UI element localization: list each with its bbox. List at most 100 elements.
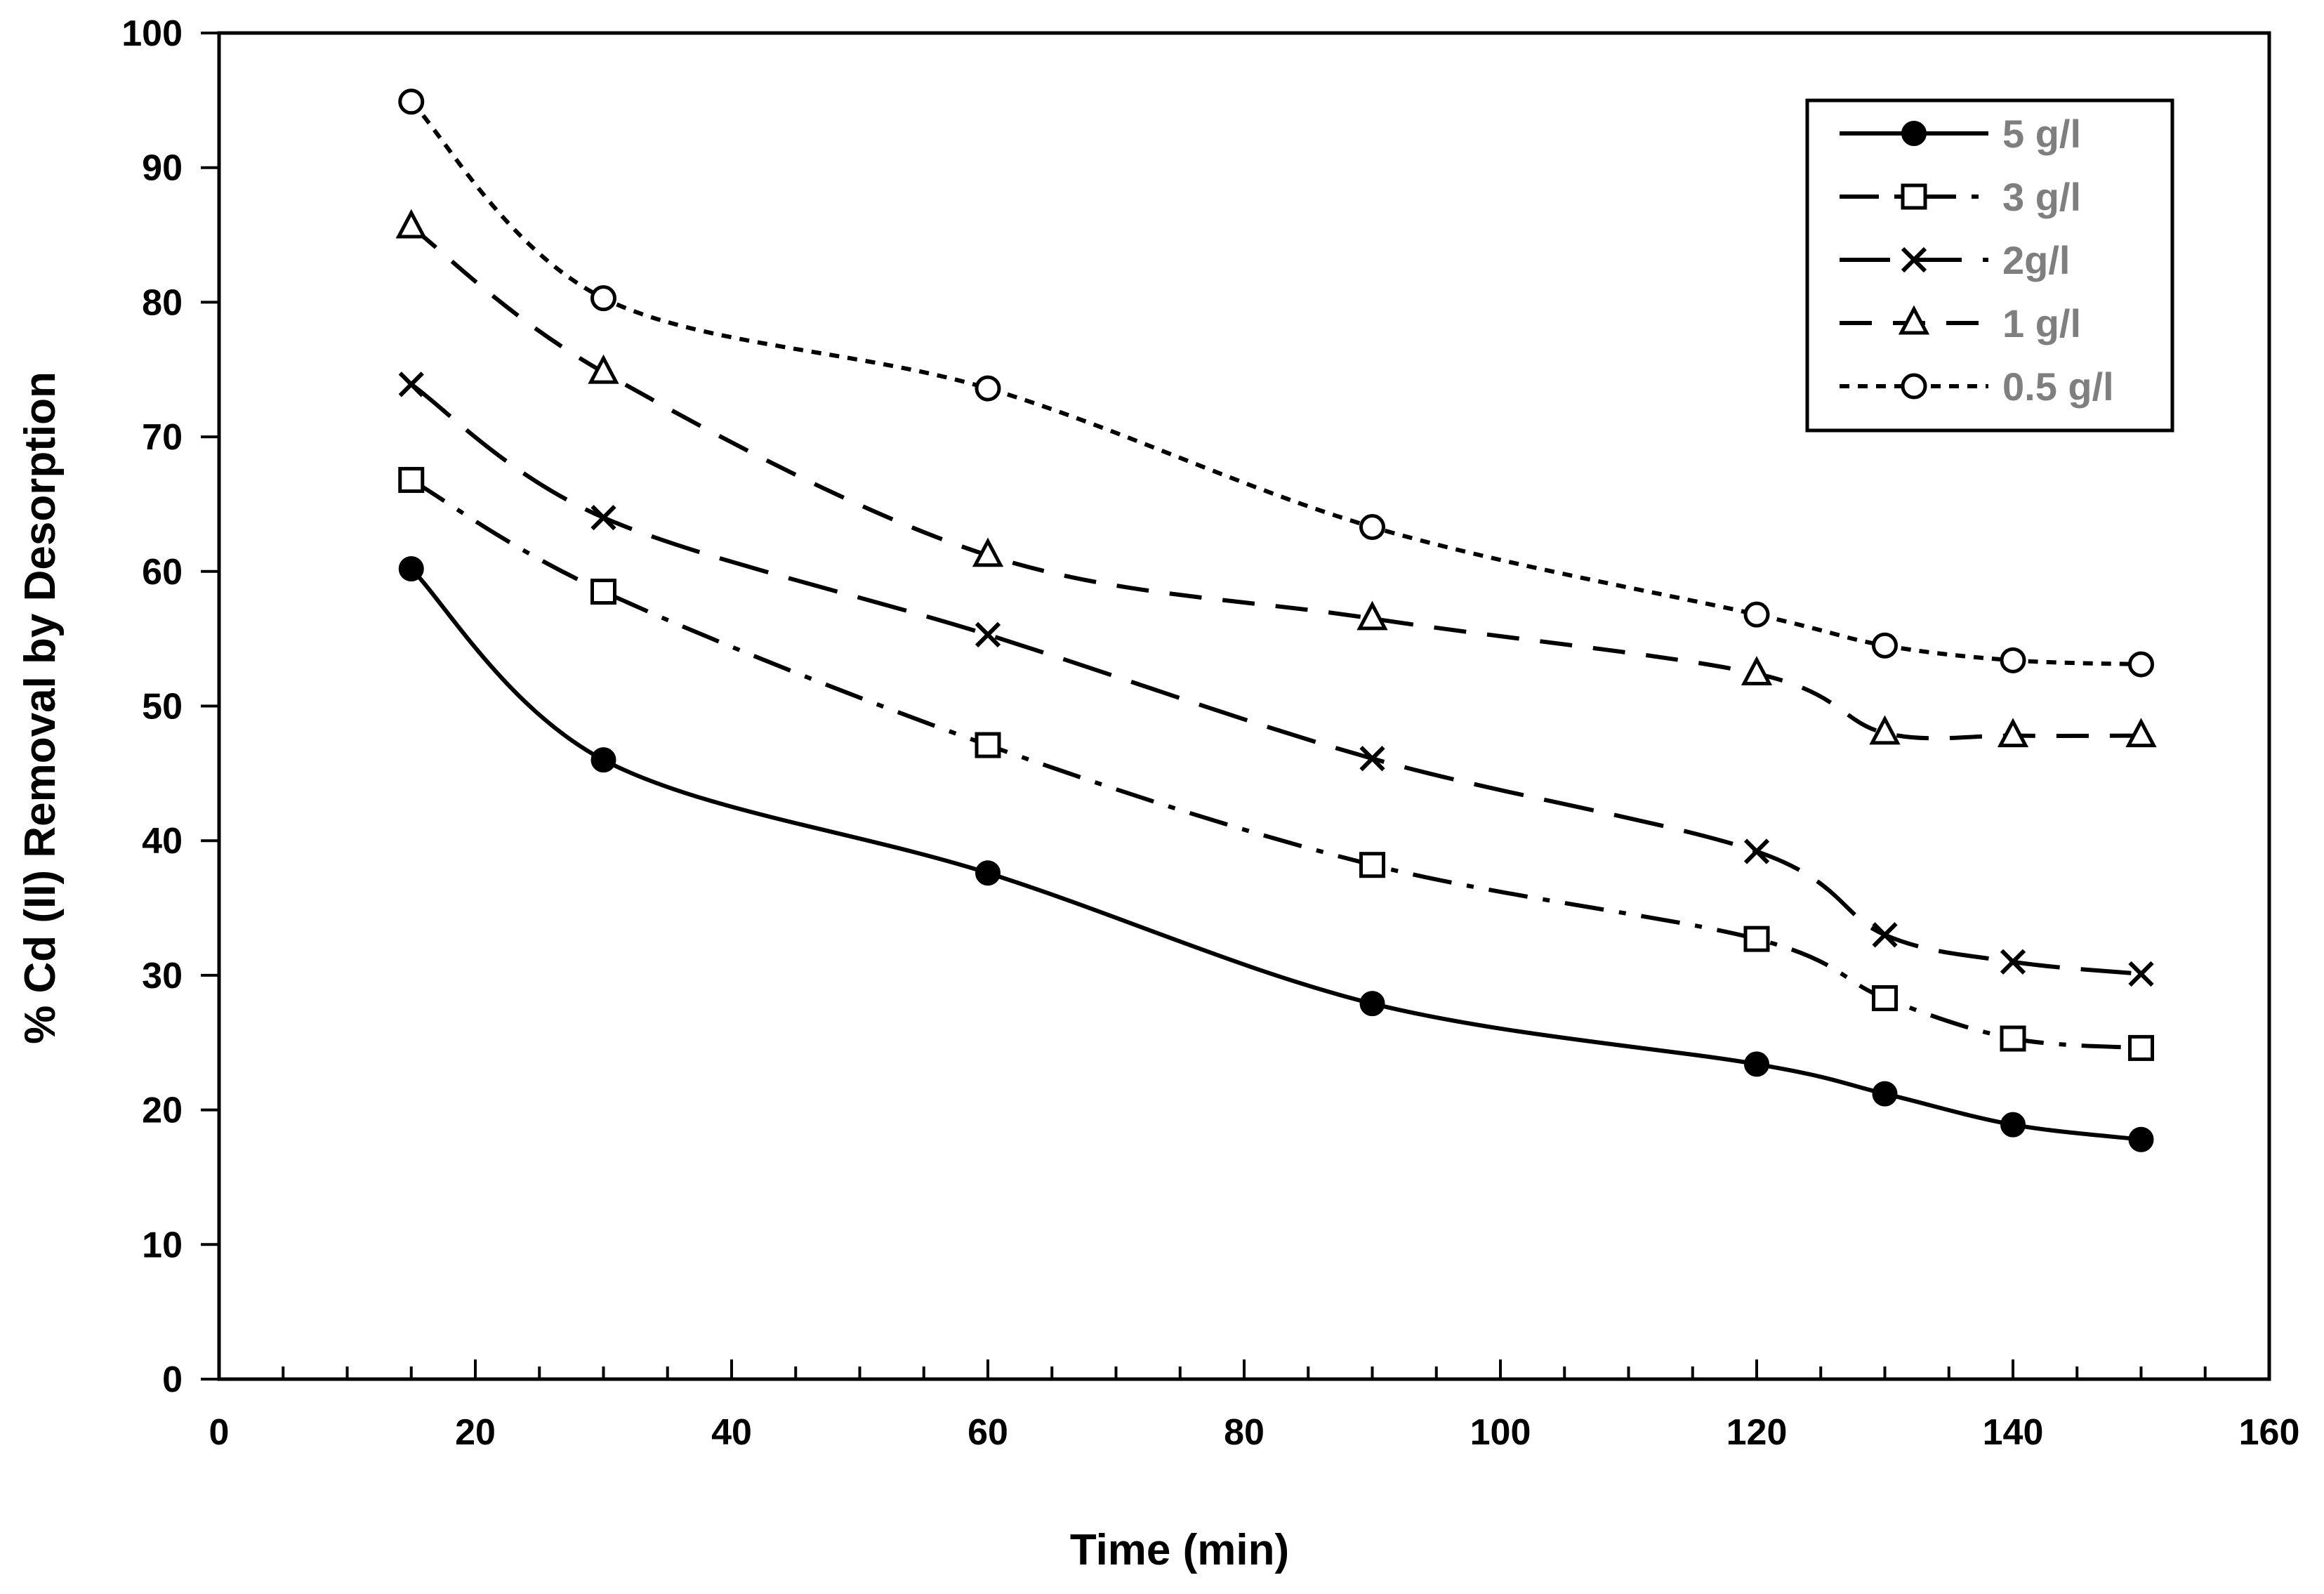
legend-label: 1 g/l bbox=[2002, 301, 2081, 345]
series-3 bbox=[398, 371, 2154, 987]
y-tick-label: 60 bbox=[142, 552, 183, 593]
data-point bbox=[1872, 922, 1898, 948]
data-point bbox=[590, 747, 616, 773]
data-point bbox=[1869, 715, 1901, 745]
cross-stroke bbox=[1359, 746, 1385, 772]
legend: 5 g/l 3 g/l 2g/l 1 g/l 0.5 g/l bbox=[1805, 98, 2174, 433]
cross-stroke bbox=[1743, 838, 1770, 864]
x-tick-label: 20 bbox=[455, 1412, 496, 1453]
legend-label: 5 g/l bbox=[2002, 112, 2081, 156]
legend-label: 3 g/l bbox=[2002, 175, 2081, 219]
legend-item: 2g/l bbox=[1840, 238, 2070, 282]
x-tick-label: 0 bbox=[209, 1412, 230, 1453]
legend-item: 3 g/l bbox=[1840, 175, 2081, 219]
legend-item: 0.5 g/l bbox=[1840, 364, 2114, 409]
x-tick-label: 60 bbox=[968, 1412, 1008, 1453]
data-point bbox=[398, 555, 424, 581]
y-axis-title: % Cd (II) Removal by Desorption bbox=[16, 371, 65, 1044]
x-tick-label: 140 bbox=[1983, 1412, 2044, 1453]
x-axis-title: Time (min) bbox=[1070, 1526, 1289, 1574]
data-point bbox=[1359, 514, 1385, 541]
legend-marker bbox=[1901, 246, 1927, 273]
data-point bbox=[1359, 746, 1385, 772]
cross-stroke bbox=[1872, 922, 1898, 948]
data-point bbox=[2000, 1025, 2026, 1052]
data-point bbox=[1872, 1081, 1898, 1107]
data-point bbox=[972, 537, 1004, 567]
y-tick-label: 10 bbox=[142, 1225, 183, 1265]
data-point bbox=[588, 354, 619, 384]
series-line bbox=[410, 477, 2141, 1050]
legend-marker bbox=[1898, 305, 1930, 335]
cross-stroke bbox=[975, 621, 1001, 648]
cross-stroke bbox=[2128, 961, 2154, 987]
legend-marker bbox=[1901, 121, 1927, 146]
data-point bbox=[590, 504, 616, 531]
series-line bbox=[410, 382, 2141, 976]
data-point bbox=[975, 860, 1001, 886]
series-1 bbox=[398, 555, 2154, 1152]
data-point bbox=[2125, 718, 2157, 748]
data-point bbox=[2128, 651, 2154, 678]
data-point bbox=[2128, 1126, 2154, 1152]
cross-stroke bbox=[2000, 949, 2026, 975]
series-line bbox=[409, 225, 2141, 741]
legend-item: 1 g/l bbox=[1840, 301, 2081, 345]
data-point bbox=[1744, 1051, 1769, 1077]
y-tick-label: 20 bbox=[142, 1091, 183, 1131]
y-tick-label: 40 bbox=[142, 821, 183, 862]
y-axis: 0 10 20 30 40 50 60 70 80 90 100 bbox=[121, 13, 219, 1400]
data-point bbox=[398, 466, 425, 493]
data-point bbox=[590, 285, 616, 312]
data-point bbox=[2000, 1112, 2026, 1138]
data-point bbox=[2128, 1034, 2154, 1061]
data-point bbox=[1872, 984, 1898, 1011]
x-tick-label: 80 bbox=[1224, 1412, 1265, 1453]
x-axis: 0 20 40 60 80 100 120 140 160 bbox=[209, 1359, 2300, 1453]
data-point bbox=[2000, 647, 2026, 673]
data-point bbox=[398, 88, 425, 115]
legend-label: 2g/l bbox=[2002, 238, 2070, 282]
x-tick-label: 40 bbox=[711, 1412, 752, 1453]
data-point bbox=[975, 621, 1001, 648]
legend-box bbox=[1805, 98, 2174, 433]
data-point bbox=[1997, 718, 2029, 748]
x-tick-label: 100 bbox=[1470, 1412, 1531, 1453]
data-point bbox=[975, 375, 1001, 402]
cross-stroke bbox=[1901, 246, 1927, 273]
data-point bbox=[1356, 600, 1388, 631]
y-tick-label: 90 bbox=[142, 148, 183, 189]
x-tick-label: 160 bbox=[2239, 1412, 2300, 1453]
data-point bbox=[1359, 991, 1385, 1017]
series-5 bbox=[398, 88, 2154, 678]
y-tick-label: 80 bbox=[142, 282, 183, 323]
data-point bbox=[590, 579, 616, 605]
data-point bbox=[975, 732, 1001, 758]
series-2 bbox=[398, 466, 2154, 1061]
x-tick-label: 120 bbox=[1727, 1412, 1788, 1453]
cross-stroke bbox=[590, 504, 616, 531]
legend-label: 0.5 g/l bbox=[2002, 364, 2114, 409]
data-point bbox=[2000, 949, 2026, 975]
y-tick-label: 0 bbox=[162, 1359, 183, 1400]
legend-item: 5 g/l bbox=[1840, 112, 2081, 156]
data-point bbox=[1743, 601, 1770, 628]
y-tick-label: 70 bbox=[142, 417, 183, 458]
data-point bbox=[398, 371, 424, 397]
data-point bbox=[2128, 961, 2154, 987]
y-tick-label: 30 bbox=[142, 956, 183, 996]
cross-stroke bbox=[398, 371, 424, 397]
data-point bbox=[1743, 926, 1770, 952]
legend-marker bbox=[1901, 183, 1927, 210]
data-point bbox=[1743, 838, 1770, 864]
series-layer bbox=[395, 88, 2157, 1152]
data-point bbox=[1359, 852, 1385, 878]
legend-marker bbox=[1901, 373, 1927, 400]
data-point bbox=[395, 209, 427, 239]
series-4 bbox=[395, 209, 2157, 748]
y-tick-label: 50 bbox=[142, 687, 183, 727]
y-tick-label: 100 bbox=[121, 13, 183, 54]
data-point bbox=[1872, 632, 1898, 659]
